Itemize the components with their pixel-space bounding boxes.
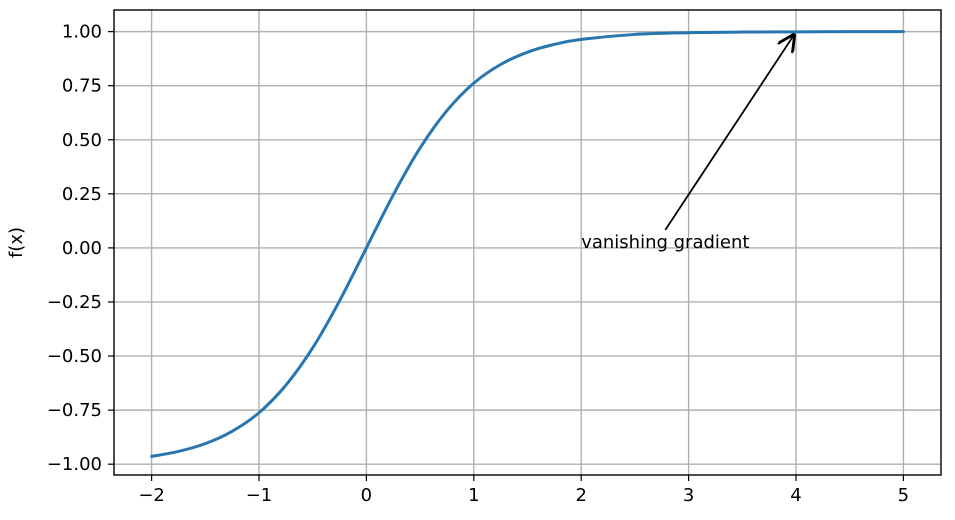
y-tick-label: −0.25 <box>47 292 102 313</box>
annotation-layer: vanishing gradient <box>581 35 794 253</box>
series-layer <box>150 30 905 458</box>
y-tick-label: −1.00 <box>47 454 102 475</box>
x-tick-label: −2 <box>138 485 165 506</box>
y-tick-label: 0.00 <box>62 238 102 259</box>
y-tick-label: 0.75 <box>62 76 102 97</box>
plot-frame <box>113 9 942 476</box>
grid <box>114 10 941 475</box>
y-tick-label: −0.50 <box>47 346 102 367</box>
y-tick-label: 0.25 <box>62 184 102 205</box>
x-tick-label: 3 <box>683 485 694 506</box>
annotation-text: vanishing gradient <box>581 232 749 253</box>
y-tick-label: −0.75 <box>47 400 102 421</box>
x-tick-label: 5 <box>898 485 909 506</box>
y-tick-label: 1.00 <box>62 22 102 43</box>
ticks-layer: −2 −1 0 1 2 3 4 5 1.00 0.75 0.50 0.25 0.00 −0.25 −0.50… <box>47 22 909 506</box>
x-tick-label: 1 <box>468 485 479 506</box>
y-tick-label: 0.50 <box>62 130 102 151</box>
x-tick-label: −1 <box>246 485 273 506</box>
series-line <box>150 30 905 458</box>
y-axis-label: f(x) <box>6 227 27 258</box>
x-tick-label: 0 <box>361 485 372 506</box>
x-tick-label: 4 <box>790 485 801 506</box>
x-tick-label: 2 <box>575 485 586 506</box>
annotation-arrow <box>664 35 793 231</box>
